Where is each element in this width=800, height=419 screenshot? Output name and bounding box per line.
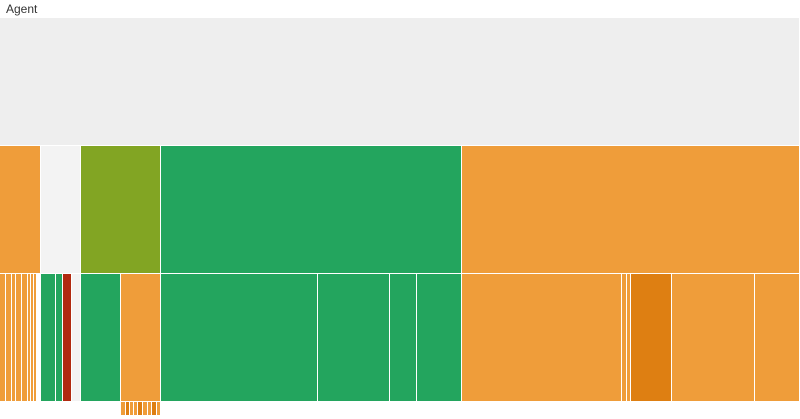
treemap-rect-agent[interactable]	[0, 18, 799, 145]
treemap-leaf-stripe[interactable]	[148, 402, 151, 415]
treemap-rect-mobility[interactable]	[631, 274, 671, 401]
treemap-leaf-stripe[interactable]	[31, 274, 33, 401]
treemap-node-agent-expertise[interactable]: Agent Expertise 45.74	[457, 146, 799, 273]
treemap-node-comfort-zone[interactable]: Comfort Zone 42.00	[750, 274, 799, 401]
treemap-node-agent-customer-care[interactable]: Agent Customer Care 72.7(	[76, 146, 160, 285]
treemap-leaf-stripe[interactable]	[22, 274, 27, 401]
breadcrumb[interactable]: Agent	[6, 2, 38, 16]
treemap-leaf-stripe[interactable]	[627, 274, 630, 401]
treemap-leaf-stripe[interactable]	[152, 402, 156, 415]
treemap-leaf-stripe[interactable]	[130, 402, 133, 415]
treemap-node-cheerfulness-friendliness[interactable]: Cheerfulness 47.38	[412, 274, 461, 401]
treemap-rect-tone-of-voice[interactable]	[161, 274, 317, 401]
treemap-leaf-stripe[interactable]	[41, 274, 55, 401]
treemap-leaf-stripe[interactable]	[138, 402, 142, 415]
treemap-rect-cheerfulness[interactable]	[81, 274, 120, 401]
treemap-rect-agent-call-metrics-customer-care[interactable]	[121, 274, 160, 401]
treemap-node-technical-detail[interactable]: Technical Detail 47.00	[667, 274, 754, 401]
treemap-rect-technical-skill[interactable]	[462, 274, 621, 401]
treemap-node-agent-call-metrics[interactable]: Agent Call Metrics 45.40	[0, 146, 40, 273]
treemap-node-technical-skill[interactable]: Technical Skill 50.38	[457, 274, 621, 401]
treemap-rect-agent-expertise[interactable]	[462, 146, 799, 273]
treemap-rect-agent-sales[interactable]	[41, 146, 80, 273]
treemap-rect-comfort-zone[interactable]	[755, 274, 799, 401]
treemap-leaf-stripe[interactable]	[16, 274, 21, 401]
treemap-leaf-stripe[interactable]	[12, 274, 15, 401]
treemap-node-agent[interactable]: Agent	[0, 18, 799, 145]
treemap-rect-technical-detail[interactable]	[672, 274, 754, 401]
treemap-node-use-of-language[interactable]: Use Of Language 59.38	[313, 274, 389, 401]
treemap-leaf-stripe[interactable]	[72, 274, 80, 401]
treemap-node-agent-sales[interactable]: Agent Sales	[36, 146, 80, 273]
treemap-leaf-stripe[interactable]	[157, 402, 160, 415]
treemap-leaf-stripe[interactable]	[622, 274, 626, 401]
treemap-rect-use-of-language[interactable]	[318, 274, 389, 401]
treemap-node-mobility[interactable]: Mobility 32.13	[626, 274, 671, 401]
treemap-leaf-stripe[interactable]	[126, 402, 129, 415]
treemap-rect-agent-call-metrics[interactable]	[0, 146, 40, 273]
treemap-leaf-stripe[interactable]	[143, 402, 147, 415]
treemap-node-helpfulness[interactable]: Helpfulness 64.88	[385, 274, 416, 401]
treemap-leaf-stripe[interactable]	[0, 274, 5, 401]
treemap-node-agent-friendliness[interactable]: Agent Friendliness 100.00	[156, 146, 461, 278]
treemap-rect-helpfulness[interactable]	[390, 274, 416, 401]
treemap-rect-agent-customer-care[interactable]	[81, 146, 160, 273]
treemap-node-tone-of-voice[interactable]: Tone of Voice 54.25	[156, 274, 317, 401]
treemap-leaf-stripe[interactable]	[63, 274, 71, 401]
treemap-node-agent-call-metrics-customer-care[interactable]: Agent Call Metrics 45.40	[116, 274, 160, 401]
treemap-rect-agent-friendliness[interactable]	[161, 146, 461, 273]
treemap-leaf-stripe[interactable]	[134, 402, 137, 415]
treemap-rect-cheerfulness-friendliness[interactable]	[417, 274, 461, 401]
treemap-node-cheerfulness[interactable]: Cheerfulness 47.38	[76, 274, 120, 401]
treemap-leaf-stripe[interactable]	[28, 274, 30, 401]
treemap-leaf-stripe[interactable]	[6, 274, 11, 401]
treemap-leaf-stripe[interactable]	[34, 274, 36, 401]
treemap-leaf-stripe[interactable]	[56, 274, 62, 401]
treemap-leaf-stripe[interactable]	[121, 402, 125, 415]
